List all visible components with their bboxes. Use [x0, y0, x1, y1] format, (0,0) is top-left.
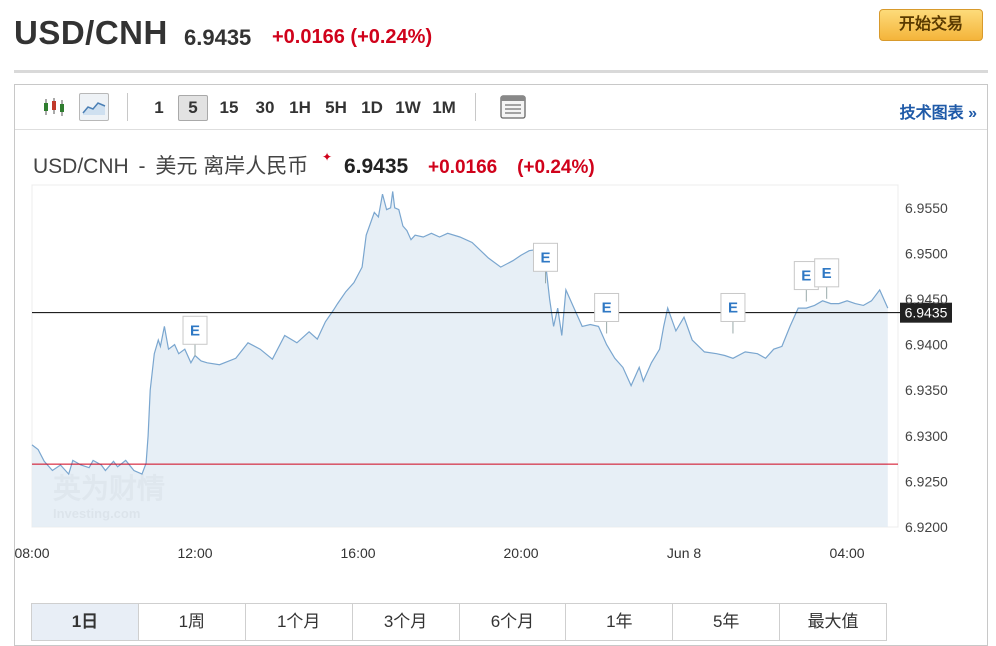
y-tick-label: 6.9350 [905, 382, 948, 398]
range-tab-1y[interactable]: 1年 [566, 604, 673, 640]
event-marker-label: E [728, 299, 738, 316]
y-tick-label: 6.9200 [905, 519, 948, 535]
range-tab-1m[interactable]: 1个月 [246, 604, 353, 640]
range-tabs: 1日 1周 1个月 3个月 6个月 1年 5年 最大值 [31, 603, 887, 641]
price-chart[interactable]: 英为财情Investing.com6.94356.95506.95006.945… [15, 85, 987, 603]
y-tick-label: 6.9250 [905, 473, 948, 489]
y-tick-label: 6.9550 [905, 200, 948, 216]
y-tick-label: 6.9400 [905, 337, 948, 353]
y-tick-label: 6.9450 [905, 291, 948, 307]
range-tab-1d[interactable]: 1日 [32, 604, 139, 640]
x-tick-label: 16:00 [341, 545, 376, 561]
range-tab-5y[interactable]: 5年 [673, 604, 780, 640]
event-marker-label: E [822, 265, 832, 282]
event-marker-label: E [801, 268, 811, 285]
page-header: USD/CNH 6.9435 +0.0166 (+0.24%) 开始交易 [0, 0, 996, 70]
range-tab-max[interactable]: 最大值 [780, 604, 886, 640]
chart-widget: 1 5 15 30 1H 5H 1D 1W 1M 技术图表 » USD/CNH … [14, 84, 988, 646]
event-marker-label: E [540, 249, 550, 266]
y-tick-label: 6.9300 [905, 428, 948, 444]
y-tick-label: 6.9500 [905, 245, 948, 261]
event-marker-label: E [602, 299, 612, 316]
page-title: USD/CNH [14, 14, 168, 52]
x-tick-label: 12:00 [177, 545, 212, 561]
header-price: 6.9435 [184, 25, 251, 51]
x-tick-label: 20:00 [504, 545, 539, 561]
x-tick-label: 08:00 [15, 545, 50, 561]
start-trading-button[interactable]: 开始交易 [879, 9, 983, 41]
x-tick-label: Jun 8 [667, 545, 701, 561]
range-tab-1w[interactable]: 1周 [139, 604, 246, 640]
event-marker-label: E [190, 322, 200, 339]
range-tab-3m[interactable]: 3个月 [353, 604, 460, 640]
range-tab-6m[interactable]: 6个月 [460, 604, 567, 640]
x-tick-label: 04:00 [830, 545, 865, 561]
current-price-label: 6.9435 [905, 305, 948, 321]
header-change: +0.0166 (+0.24%) [272, 26, 432, 49]
header-divider [14, 70, 988, 73]
